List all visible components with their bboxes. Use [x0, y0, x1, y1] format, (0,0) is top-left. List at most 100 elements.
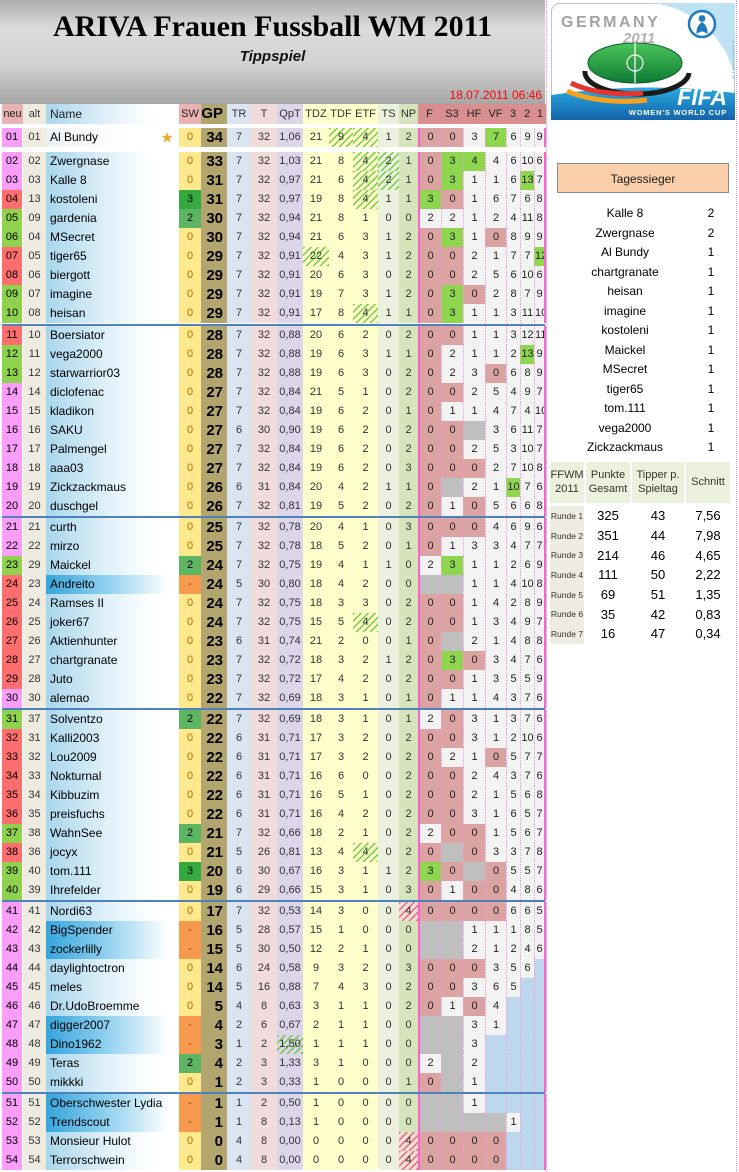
cell-2: 6	[520, 786, 534, 805]
cell-gp: 4	[201, 1016, 227, 1035]
cell-tr: 5	[227, 921, 251, 940]
cell-gp: 20	[201, 862, 227, 881]
cell-tdz: 19	[303, 402, 329, 421]
cell-rank-new: 44	[2, 959, 23, 978]
player-row: 19 19 Zickzackmaus 0 26 6 31 0,84 20 4 2 1 1 0 2 1 10 7 6	[2, 478, 546, 497]
cell-s3: 1	[441, 881, 463, 900]
cell-ts: 0	[378, 1035, 399, 1054]
cell-2: 12	[520, 326, 534, 345]
cell-2: 7	[520, 537, 534, 556]
cell-f: 0	[418, 171, 441, 190]
tagessieger-entry: chartgranate 1	[557, 263, 729, 283]
cell-gp: 34	[201, 128, 227, 147]
cell-rank-old: 29	[23, 556, 46, 575]
cell-ts: 1	[378, 190, 399, 209]
cell-rank-old: 28	[23, 670, 46, 689]
cell-2	[520, 1016, 534, 1035]
cell-vf: 4	[485, 767, 506, 786]
cell-1: 8	[534, 843, 546, 862]
cell-vf: 3	[485, 843, 506, 862]
cell-3: 6	[506, 128, 520, 147]
cell-gp: 27	[201, 421, 227, 440]
cell-tr: 6	[227, 959, 251, 978]
cell-t: 32	[251, 440, 277, 459]
cell-s3: 0	[441, 613, 463, 632]
cell-3: 4	[506, 651, 520, 670]
logo-fifa-text: FIFA	[677, 84, 727, 110]
cell-tdz: 19	[303, 364, 329, 383]
cell-gp: 22	[201, 710, 227, 729]
cell-player-name: heisan	[46, 304, 179, 323]
cell-rank-new: 25	[2, 594, 23, 613]
cell-np: 2	[399, 613, 418, 632]
cell-etf: 2	[353, 478, 378, 497]
cell-t: 3	[251, 1054, 277, 1073]
cell-hf: 1	[463, 228, 485, 247]
cell-gp: 28	[201, 326, 227, 345]
cell-hf: 1	[463, 556, 485, 575]
cell-np: 4	[399, 902, 418, 921]
cell-rank-new: 29	[2, 670, 23, 689]
cell-tr: 7	[227, 689, 251, 708]
tagessieger-entry: tiger65 1	[557, 380, 729, 400]
cell-t: 32	[251, 651, 277, 670]
round-schnitt: 2,22	[686, 565, 730, 585]
cell-hf: 1	[463, 345, 485, 364]
player-row: 33 32 Lou2009 0 22 6 31 0,71 17 3 2 0 2 0 2 1 0 5 7 7	[2, 748, 546, 767]
cell-rank-old: 10	[23, 326, 46, 345]
cell-tdf: 3	[329, 959, 353, 978]
cell-np: 0	[399, 1094, 418, 1113]
cell-t: 31	[251, 767, 277, 786]
cell-etf: 1	[353, 518, 378, 537]
cell-etf: 1	[353, 1016, 378, 1035]
cell-2: 8	[520, 594, 534, 613]
cell-f: 0	[418, 689, 441, 708]
cell-ts: 0	[378, 843, 399, 862]
player-row: 36 35 preisfuchs 0 22 6 31 0,71 16 4 2 0 2 0 0 3 1 6 5 7	[2, 805, 546, 824]
column-header-3: 3	[506, 104, 520, 124]
cell-qpt: 0,53	[277, 902, 303, 921]
cell-tdz: 20	[303, 266, 329, 285]
cell-2: 7	[520, 767, 534, 786]
cell-np: 1	[399, 689, 418, 708]
cell-sw: 0	[179, 383, 201, 402]
round-row: Runde 2 351 44 7,98	[550, 525, 730, 546]
star-icon: ★	[161, 130, 173, 145]
cell-qpt: 0,84	[277, 459, 303, 478]
block-divider	[2, 900, 545, 902]
round-row: Runde 6 35 42 0,83	[550, 604, 730, 625]
cell-2: 4	[520, 402, 534, 421]
page-subtitle: Tippspiel	[239, 48, 306, 65]
cell-vf: 1	[485, 710, 506, 729]
column-header-qpt: QpT	[277, 104, 303, 124]
cell-etf: 2	[353, 575, 378, 594]
cell-2	[520, 1094, 534, 1113]
cell-2: 6	[520, 959, 534, 978]
cell-2: 13	[520, 345, 534, 364]
cell-1	[534, 1073, 546, 1092]
cell-t: 31	[251, 748, 277, 767]
tagessieger-count: 1	[707, 264, 715, 279]
cell-hf: 1	[463, 1073, 485, 1092]
column-header-neu: neu	[2, 104, 23, 124]
player-row: 30 30 alemao 0 22 7 32 0,69 18 3 1 0 1 0 1 1 4 3 7 6	[2, 689, 546, 708]
cell-np: 3	[399, 459, 418, 478]
round-punkte: 325	[586, 506, 630, 526]
cell-etf: 3	[353, 345, 378, 364]
cell-rank-new: 26	[2, 613, 23, 632]
cell-s3: 1	[441, 997, 463, 1016]
cell-3: 4	[506, 383, 520, 402]
cell-tr: 6	[227, 729, 251, 748]
cell-rank-new: 49	[2, 1054, 23, 1073]
cell-tdf: 0	[329, 1132, 353, 1151]
cell-tdz: 18	[303, 824, 329, 843]
cell-f: 0	[418, 537, 441, 556]
cell-tdz: 1	[303, 1035, 329, 1054]
cell-player-name: aaa03	[46, 459, 179, 478]
cell-etf: 4	[353, 190, 378, 209]
cell-gp: 29	[201, 304, 227, 323]
logo-copyright-text: © 2009 FIFA TM	[730, 39, 735, 79]
cell-sw: 0	[179, 902, 201, 921]
cell-3	[506, 997, 520, 1016]
cell-sw: -	[179, 1016, 201, 1035]
